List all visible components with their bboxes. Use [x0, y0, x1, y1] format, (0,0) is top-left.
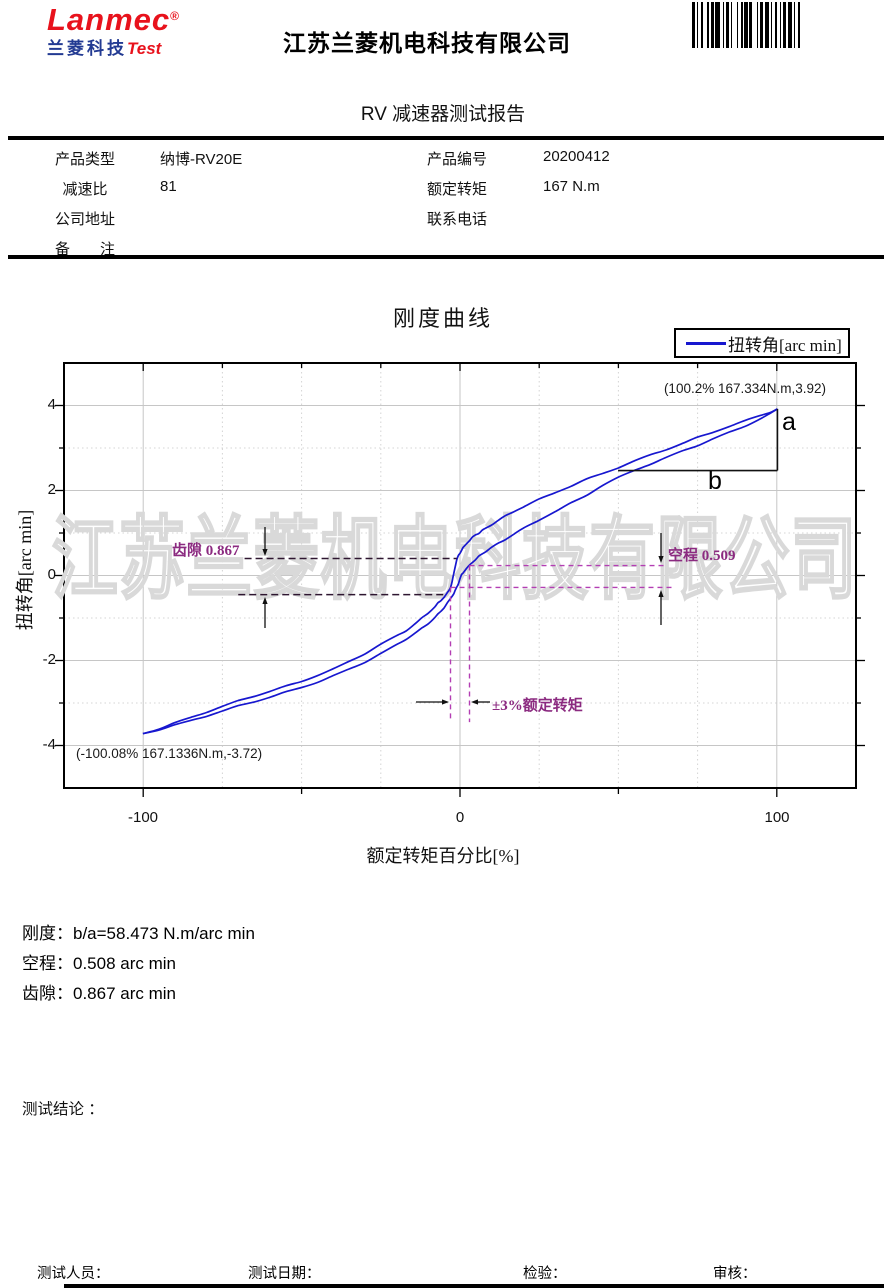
y-tick-label: 2: [47, 481, 56, 498]
y-tick-label: -4: [42, 736, 56, 753]
legend-line-icon: [686, 341, 726, 345]
barcode-bar: [779, 2, 782, 48]
x-tick-label: 0: [455, 809, 465, 826]
logo-subtitle-en: Test: [127, 39, 162, 58]
barcode-bar: [793, 2, 796, 48]
barcode-bar: [710, 2, 714, 48]
field-label: 产品编号: [426, 151, 487, 168]
company-name: 江苏兰菱机电科技有限公司: [283, 30, 571, 56]
y-tick-label: -2: [42, 651, 56, 668]
barcode-bar: [725, 2, 730, 48]
lost-motion-result: 空程：0.508 arc min: [22, 954, 176, 973]
footer-field-review: 审核：: [713, 1266, 757, 1282]
barcode-bar: [798, 2, 800, 48]
field-value: 纳博-RV20E: [160, 151, 243, 168]
stiffness-result: 刚度：b/a=58.473 N.m/arc min: [22, 924, 255, 943]
chart-legend: 扭转角[arc min]: [674, 328, 850, 358]
backlash-label: 齿隙 0.867: [172, 543, 240, 559]
backlash-result: 齿隙：0.867 arc min: [22, 984, 176, 1003]
lost-motion-label: 空程 0.509: [668, 548, 736, 564]
barcode-bar: [741, 2, 743, 48]
barcode-bar: [722, 2, 725, 48]
barcode-bar: [759, 2, 763, 48]
barcode-bar: [736, 2, 739, 48]
y-tick-label: 0: [47, 566, 56, 583]
x-tick-label: -100: [127, 809, 159, 826]
chart-title: 刚度曲线: [392, 306, 493, 331]
barcode-bar: [770, 2, 773, 48]
logo-subtitle-cn: 兰菱科技: [47, 39, 127, 58]
barcode-bar: [707, 2, 709, 48]
barcode-icon: [692, 2, 800, 48]
barcode-bar: [701, 2, 703, 48]
header-rule-bottom: [8, 255, 884, 259]
x-axis-title: 额定转矩百分比[%]: [366, 846, 520, 866]
rated-torque-tolerance-label: ±3%额定转矩: [492, 698, 583, 714]
y-tick-label: 4: [47, 396, 56, 413]
triangle-a-label: a: [782, 408, 796, 436]
lanmec-logo: Lanmec® 兰菱科技Test: [47, 2, 179, 59]
barcode-bar: [783, 2, 787, 48]
registered-trademark-icon: ®: [170, 9, 180, 23]
field-label: 减速比: [62, 181, 108, 198]
barcode-bar: [744, 2, 748, 48]
conclusion-label: 测试结论 ：: [22, 1101, 104, 1118]
y-axis-title: 扭转角[arc min]: [15, 509, 35, 631]
legend-label: 扭转角[arc min]: [728, 335, 842, 355]
barcode-bar: [715, 2, 720, 48]
endpoint-annotation-positive: (100.2% 167.334N.m,3.92): [663, 381, 827, 396]
endpoint-annotation-negative: (-100.08% 167.1336N.m,-3.72): [76, 746, 263, 761]
logo-wordmark: Lanmec: [47, 2, 171, 37]
field-label: 联系电话: [426, 211, 487, 228]
field-label: 备 注: [54, 241, 115, 258]
field-label: 公司地址: [54, 211, 115, 228]
footer-field-date: 测试日期：: [248, 1266, 321, 1282]
bottom-rule: [64, 1284, 884, 1288]
footer-field-inspect: 检验：: [523, 1266, 567, 1282]
barcode-bar: [692, 2, 696, 48]
barcode-bar: [696, 2, 699, 48]
field-value: 81: [160, 178, 177, 195]
barcode-bar: [756, 2, 759, 48]
report-title: RV 减速器测试报告: [360, 104, 526, 125]
barcode-bar: [730, 2, 733, 48]
barcode-bar: [787, 2, 793, 48]
footer-field-tester: 测试人员：: [37, 1266, 110, 1282]
barcode-bar: [764, 2, 770, 48]
barcode-bar: [775, 2, 777, 48]
header-rule-top: [8, 136, 884, 140]
field-label: 额定转矩: [426, 181, 487, 198]
x-tick-label: 100: [764, 809, 790, 826]
barcode-bar: [749, 2, 753, 48]
triangle-b-label: b: [708, 467, 722, 495]
field-label: 产品类型: [54, 151, 115, 168]
field-value: 20200412: [543, 148, 610, 165]
field-value: 167 N.m: [543, 178, 600, 195]
